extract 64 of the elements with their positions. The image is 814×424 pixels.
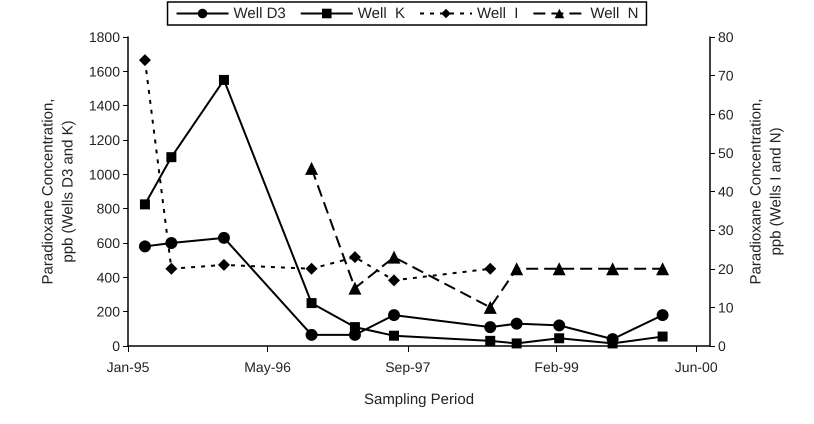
point	[656, 309, 669, 322]
point	[388, 250, 401, 264]
y-tick-label: 1400	[88, 98, 120, 114]
y2-tick-label: 20	[718, 260, 734, 277]
point	[166, 152, 176, 162]
y2-tick-label: 80	[718, 29, 734, 45]
point	[552, 262, 566, 276]
legend-label: Well K	[358, 5, 406, 22]
x-tick-label: Feb-99	[534, 359, 579, 375]
y2-tick-label: 30	[718, 222, 734, 238]
point	[510, 262, 524, 276]
point	[512, 338, 522, 348]
point	[348, 282, 362, 295]
point	[306, 328, 318, 341]
point	[388, 309, 400, 322]
y-axis-title: Paradioxane Concentration, ppb (Wells D3 and K)	[39, 98, 76, 284]
x-tick-label: Jan-95	[106, 359, 150, 375]
point	[388, 274, 400, 286]
point	[606, 262, 620, 276]
point	[554, 333, 564, 344]
point	[140, 199, 150, 210]
point	[484, 321, 496, 334]
point	[485, 336, 496, 346]
point	[656, 262, 670, 276]
y-tick-label: 1200	[88, 132, 120, 148]
y-tick-label: 800	[96, 200, 120, 217]
point	[348, 251, 361, 264]
y2-tick-label: 10	[718, 299, 734, 316]
legend-label: Well N	[590, 5, 638, 22]
y2-tick-label: 40	[718, 184, 734, 200]
y2-tick-label: 0	[718, 338, 726, 354]
y-tick-label: 400	[96, 269, 120, 286]
y2-tick-label: 70	[718, 68, 734, 84]
point	[165, 262, 178, 275]
y2-axis-title: Paradioxane Concentration, ppb (Wells I and N)	[748, 98, 784, 284]
y2-tick-label: 50	[718, 144, 734, 161]
x-tick-label: Sep-97	[385, 359, 431, 375]
point	[306, 298, 317, 308]
point	[306, 262, 318, 275]
point	[138, 54, 151, 66]
point	[218, 74, 229, 85]
point	[218, 258, 230, 271]
x-axis-title: Sampling Period	[364, 391, 474, 408]
point	[553, 319, 566, 332]
point	[218, 232, 230, 244]
point	[138, 240, 151, 252]
y-tick-label: 200	[96, 304, 120, 320]
x-tick-label: Jun-00	[674, 359, 718, 375]
y-tick-label: 600	[96, 235, 120, 251]
y-tick-label: 0	[112, 338, 120, 354]
point	[389, 330, 400, 341]
point	[510, 318, 523, 330]
point	[165, 237, 178, 249]
y2-tick-label: 60	[718, 106, 734, 122]
x-tick-label: May-96	[244, 359, 292, 375]
y-tick-label: 1800	[88, 29, 120, 45]
legend-label: Well D3	[234, 5, 286, 22]
point	[305, 162, 318, 175]
point	[658, 332, 668, 342]
y-tick-label: 1000	[88, 166, 120, 182]
point	[484, 300, 497, 314]
point	[484, 262, 496, 275]
legend-label: Well I	[477, 5, 518, 22]
y-tick-label: 1600	[88, 63, 120, 80]
